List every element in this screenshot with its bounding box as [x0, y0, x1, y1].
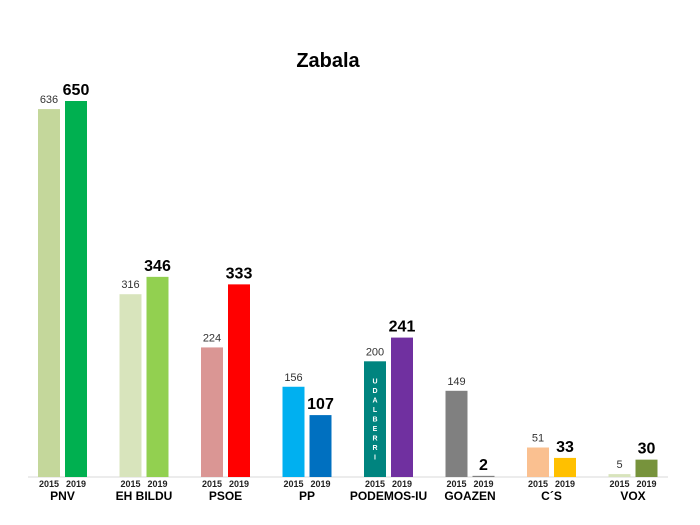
category-label: VOX: [620, 489, 645, 503]
year-label-2015: 2015: [446, 479, 466, 489]
year-label-2015: 2015: [120, 479, 140, 489]
bar-2019: [554, 457, 576, 477]
bar-annotation-letter: D: [372, 388, 377, 395]
bar-annotation-letter: A: [372, 397, 377, 404]
year-label-2015: 2015: [39, 479, 59, 489]
category-label: PNV: [50, 489, 75, 503]
category-label: PODEMOS-IU: [350, 489, 427, 503]
year-label-2015: 2015: [283, 479, 303, 489]
bar-2015: [38, 109, 60, 478]
value-label-2019: 346: [144, 258, 171, 275]
value-label-2019: 107: [307, 396, 334, 413]
category-label: GOAZEN: [444, 489, 495, 503]
bar-2019: [309, 415, 332, 477]
value-label-2015: 316: [121, 279, 139, 291]
value-label-2019: 650: [63, 82, 90, 99]
value-label-2015: 51: [532, 432, 544, 444]
category-label: PSOE: [209, 489, 242, 503]
year-label-2019: 2019: [473, 479, 493, 489]
value-label-2015: 224: [203, 332, 221, 344]
bar-2019: [391, 337, 413, 477]
value-label-2015: 149: [447, 376, 465, 388]
year-label-2015: 2015: [528, 479, 548, 489]
value-label-2019: 33: [556, 439, 574, 456]
bar-2019: [472, 475, 495, 477]
bar-2015: [527, 447, 549, 477]
bar-2015: [364, 361, 386, 477]
bar-2015: [282, 386, 305, 477]
category-label: PP: [299, 489, 315, 503]
year-label-2019: 2019: [66, 479, 86, 489]
value-label-2015: 200: [366, 346, 384, 358]
bar-annotation-letter: L: [373, 407, 378, 414]
category-label: C´S: [541, 489, 562, 503]
chart-title: Zabala: [296, 50, 360, 72]
category-label: EH BILDU: [116, 489, 173, 503]
value-label-2015: 636: [40, 94, 58, 106]
bar-2019: [65, 101, 87, 477]
bar-annotation-letter: I: [374, 454, 376, 461]
value-label-2019: 30: [638, 441, 656, 458]
bar-2015: [201, 347, 223, 477]
bar-2019: [635, 459, 658, 477]
bar-2015: [608, 474, 631, 477]
value-label-2019: 241: [389, 319, 416, 336]
value-label-2019: 333: [226, 265, 253, 282]
bar-2015: [445, 390, 468, 477]
year-label-2019: 2019: [310, 479, 330, 489]
value-label-2015: 156: [284, 372, 302, 384]
bar-2019: [228, 284, 250, 477]
bar-annotation-letter: B: [372, 416, 377, 423]
value-label-2015: 5: [616, 459, 622, 471]
year-label-2019: 2019: [147, 479, 167, 489]
year-label-2019: 2019: [229, 479, 249, 489]
bar-2019: [146, 276, 169, 477]
bar-annotation-letter: R: [372, 445, 377, 452]
bar-annotation-letter: U: [372, 378, 377, 385]
year-label-2015: 2015: [202, 479, 222, 489]
year-label-2019: 2019: [636, 479, 656, 489]
year-label-2015: 2015: [365, 479, 385, 489]
bar-2015: [119, 294, 142, 477]
year-label-2019: 2019: [555, 479, 575, 489]
bar-annotation-letter: R: [372, 435, 377, 442]
bar-annotation-letter: E: [373, 426, 378, 433]
year-label-2019: 2019: [392, 479, 412, 489]
value-label-2019: 2: [479, 457, 488, 474]
year-label-2015: 2015: [609, 479, 629, 489]
